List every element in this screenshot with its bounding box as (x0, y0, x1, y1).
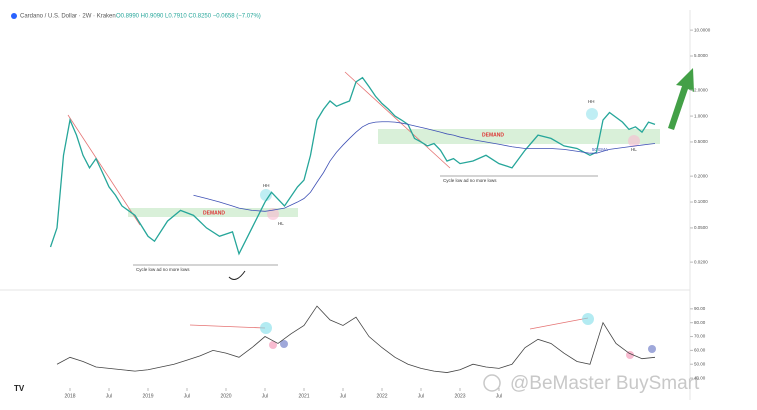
rsi-trendline (189, 324, 266, 329)
series-line (56, 305, 656, 373)
hh-marker (586, 108, 598, 120)
y-tick-label: 10.0000 (694, 27, 711, 32)
x-tick-label: 2020 (220, 393, 231, 399)
rsi-hl-marker (626, 351, 634, 359)
y-tick-label: 1.0000 (694, 113, 708, 118)
hh-label: HH (263, 183, 270, 188)
y-tick-label: 0.5000 (694, 139, 708, 144)
x-tick-label: Jul (340, 393, 346, 399)
cycle-low-label: Cycle low ad no more lows (136, 267, 190, 272)
cycle-low-label: Cycle low ad no more lows (443, 178, 497, 183)
watermark: @BeMaster BuySmart (510, 373, 700, 394)
y-tick-label: 0.0500 (694, 225, 708, 230)
y-tick-label: 90.00 (694, 306, 706, 311)
x-tick-label: 2019 (142, 393, 153, 399)
demand-zone (128, 208, 298, 217)
x-tick-label: 2022 (376, 393, 387, 399)
y-tick-label: 2.0000 (694, 87, 708, 92)
demand-label: DEMAND (203, 210, 225, 216)
y-tick-label: 0.2000 (694, 173, 708, 178)
x-tick-label: Jul (418, 393, 424, 399)
ema-label: 50 EMA (592, 147, 608, 152)
y-tick-label: 60.00 (694, 348, 706, 353)
y-tick-label: 40.00 (694, 375, 706, 380)
rsi-hh-marker (260, 322, 272, 334)
series-line (193, 121, 656, 212)
hl-label: HL (631, 147, 637, 152)
x-tick-label: 2023 (454, 393, 465, 399)
x-tick-label: Jul (106, 393, 112, 399)
rsi-hl-marker (269, 341, 277, 349)
y-tick-label: 80.00 (694, 320, 706, 325)
x-tick-label: Jul (496, 393, 502, 399)
hl-marker (628, 135, 640, 147)
hh-label: HH (588, 99, 595, 104)
x-tick-label: 2021 (298, 393, 309, 399)
rsi-marker (280, 340, 288, 348)
y-tick-label: 0.0200 (694, 259, 708, 264)
symbol-title: Cardano / U.S. Dollar · 2W · Kraken (20, 14, 116, 20)
tv-logo: TV (14, 384, 25, 393)
rsi-trendline (529, 317, 589, 330)
trendline (344, 71, 451, 169)
hh-marker (260, 189, 272, 201)
y-tick-label: 70.00 (694, 334, 706, 339)
x-tick-label: Jul (184, 393, 190, 399)
rsi-marker (648, 345, 656, 353)
demand-zone (378, 129, 660, 144)
symbol-logo (11, 13, 17, 19)
x-tick-label: 2018 (64, 393, 75, 399)
up-arrow (668, 68, 694, 130)
y-tick-label: 0.1000 (694, 199, 708, 204)
y-tick-label: 5.0000 (694, 53, 708, 58)
trendline (67, 114, 141, 226)
hl-label: HL (278, 221, 284, 226)
rsi-hh-marker (582, 313, 594, 325)
x-tick-label: Jul (262, 393, 268, 399)
series-line (49, 76, 656, 256)
ohlc: O0.8990 H0.9090 L0.7910 C0.8250 −0.0658 … (116, 14, 261, 20)
y-tick-label: 50.00 (694, 361, 706, 366)
demand-label: DEMAND (482, 132, 504, 138)
low-swoosh (228, 270, 246, 280)
watermark-logo (483, 374, 501, 392)
